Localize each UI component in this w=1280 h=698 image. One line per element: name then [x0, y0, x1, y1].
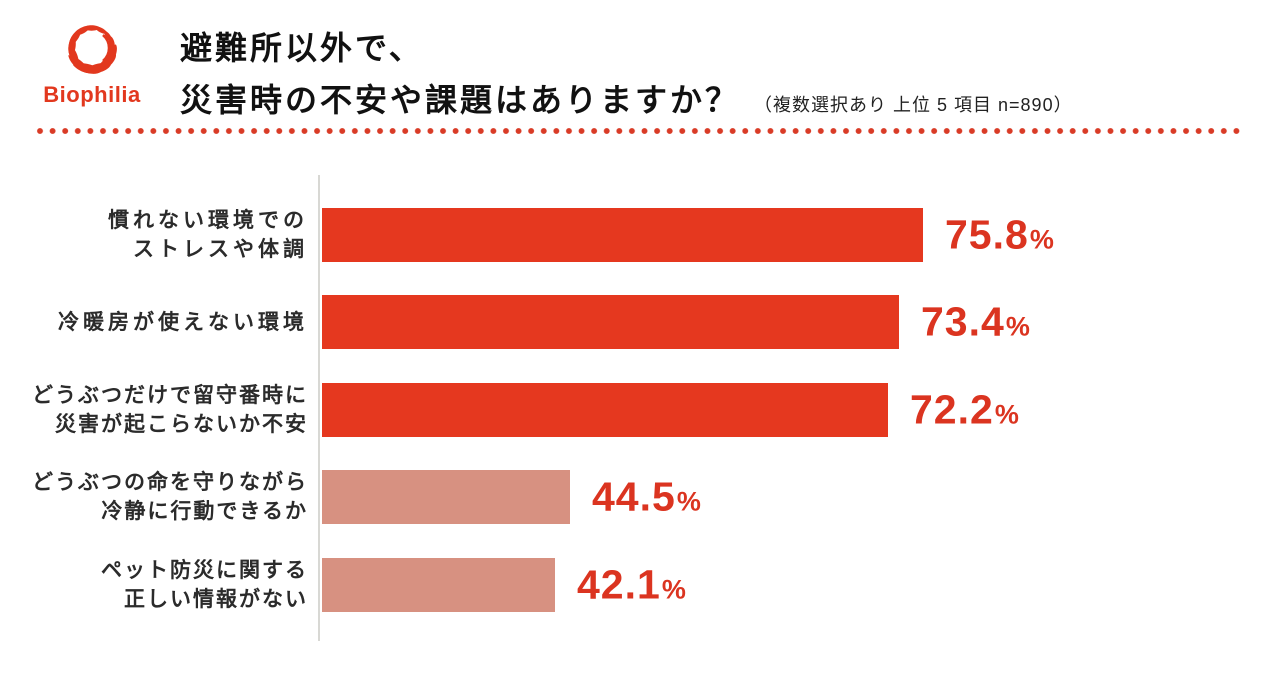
category-label-line: どうぶつの命を守りながら [32, 471, 308, 494]
bar-row: どうぶつの命を守りながら 冷静に行動できるか 44.5% [0, 470, 1280, 524]
category-label-line: ストレスや体調 [133, 238, 308, 261]
value-unit: % [661, 574, 687, 605]
logo-wordmark: Biophilia [43, 82, 141, 107]
value-number: 44.5 [592, 473, 676, 520]
category-label-line: ペット防災に関する [101, 559, 308, 582]
bar-row: 冷暖房が使えない環境 73.4% [0, 295, 1280, 349]
category-label: 冷暖房が使えない環境 [0, 289, 308, 355]
category-label-line: 冷静に行動できるか [101, 500, 308, 523]
survey-subtitle: （複数選択あり 上位 5 項目 n=890） [754, 95, 1073, 115]
value-label: 73.4% [921, 299, 1031, 346]
value-number: 75.8 [945, 211, 1029, 258]
bar [322, 470, 570, 524]
category-label: 慣れない環境での ストレスや体調 [0, 202, 308, 268]
chart-title-block: 避難所以外で、 災害時の不安や課題はありますか？ （複数選択あり 上位 5 項目… [180, 22, 1073, 126]
page-title-line1: 避難所以外で、 [180, 30, 424, 66]
bar-row: ペット防災に関する 正しい情報がない 42.1% [0, 558, 1280, 612]
category-label-line: 正しい情報がない [124, 588, 308, 611]
category-label: どうぶつの命を守りながら 冷静に行動できるか [0, 464, 308, 530]
value-number: 73.4 [921, 298, 1005, 345]
value-label: 72.2% [910, 387, 1020, 434]
value-unit: % [1029, 224, 1055, 255]
category-label: どうぶつだけで留守番時に 災害が起こらないか不安 [0, 377, 308, 443]
value-unit: % [994, 399, 1020, 430]
category-label-line: 災害が起こらないか不安 [55, 413, 308, 436]
wreath-icon [65, 23, 120, 77]
value-unit: % [676, 486, 702, 517]
value-label: 42.1% [577, 562, 687, 609]
dotted-divider [36, 127, 1242, 135]
biophilia-logo: Biophilia [26, 16, 158, 108]
value-label: 75.8% [945, 212, 1055, 259]
category-label: ペット防災に関する 正しい情報がない [0, 552, 308, 618]
y-axis-line [318, 175, 320, 641]
value-label: 44.5% [592, 474, 702, 521]
category-label-line: 慣れない環境での [108, 209, 308, 232]
page-title-line2: 災害時の不安や課題はありますか？ [180, 82, 741, 118]
category-label-line: どうぶつだけで留守番時に [32, 384, 308, 407]
bar [322, 295, 899, 349]
value-number: 72.2 [910, 386, 994, 433]
bar [322, 383, 888, 437]
bar-row: 慣れない環境での ストレスや体調 75.8% [0, 208, 1280, 262]
bar-row: どうぶつだけで留守番時に 災害が起こらないか不安 72.2% [0, 383, 1280, 437]
value-number: 42.1 [577, 561, 661, 608]
category-label-line: 冷暖房が使えない環境 [58, 310, 308, 334]
bar [322, 208, 923, 262]
value-unit: % [1005, 311, 1031, 342]
bar [322, 558, 555, 612]
